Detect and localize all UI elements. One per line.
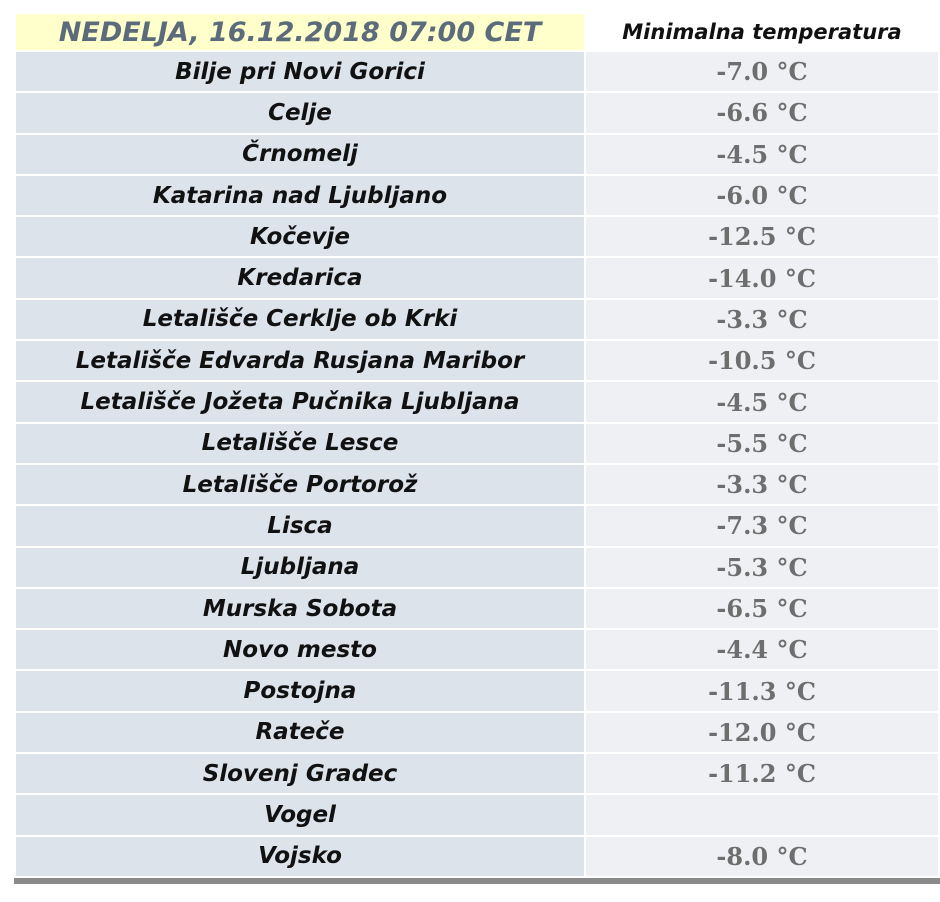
station-name: Letališče Lesce	[16, 423, 584, 463]
station-name: Rateče	[16, 712, 584, 753]
table-row: Postojna -11.3 °C	[16, 671, 938, 711]
min-temperature: -5.3 °C	[586, 547, 938, 587]
station-name: Letališče Jožeta Pučnika Ljubljana	[16, 382, 584, 422]
table-row: Letališče Edvarda Rusjana Maribor -10.5 °…	[16, 341, 938, 381]
station-name: Katarina nad Ljubljano	[16, 175, 584, 216]
min-temperature	[586, 795, 938, 835]
min-temperature: -4.5 °C	[586, 134, 938, 174]
table-body: NEDELJA, 16.12.2018 07:00 CET Minimalna …	[16, 14, 938, 876]
header-date: NEDELJA, 16.12.2018 07:00 CET	[16, 14, 584, 50]
table-container: NEDELJA, 16.12.2018 07:00 CET Minimalna …	[14, 12, 940, 884]
table-row: Katarina nad Ljubljano -6.0 °C	[16, 175, 938, 216]
temperature-table: NEDELJA, 16.12.2018 07:00 CET Minimalna …	[14, 12, 940, 878]
min-temperature: -12.0 °C	[586, 712, 938, 753]
station-name: Letališče Portorož	[16, 464, 584, 505]
table-row: Bilje pri Novi Gorici -7.0 °C	[16, 52, 938, 92]
table-row: Celje -6.6 °C	[16, 93, 938, 133]
table-row: Slovenj Gradec -11.2 °C	[16, 754, 938, 794]
station-name: Celje	[16, 93, 584, 133]
header-column: Minimalna temperatura	[586, 14, 938, 50]
station-name: Bilje pri Novi Gorici	[16, 52, 584, 92]
station-name: Črnomelj	[16, 134, 584, 174]
station-name: Lisca	[16, 506, 584, 546]
station-name: Murska Sobota	[16, 588, 584, 629]
table-row: Murska Sobota -6.5 °C	[16, 588, 938, 629]
min-temperature: -3.3 °C	[586, 299, 938, 340]
min-temperature: -10.5 °C	[586, 341, 938, 381]
min-temperature: -6.5 °C	[586, 588, 938, 629]
min-temperature: -11.2 °C	[586, 754, 938, 794]
station-name: Letališče Cerklje ob Krki	[16, 299, 584, 340]
min-temperature: -5.5 °C	[586, 423, 938, 463]
table-row: Rateče -12.0 °C	[16, 712, 938, 753]
min-temperature: -6.0 °C	[586, 175, 938, 216]
min-temperature: -8.0 °C	[586, 836, 938, 876]
table-row: Letališče Lesce -5.5 °C	[16, 423, 938, 463]
station-name: Slovenj Gradec	[16, 754, 584, 794]
station-name: Kočevje	[16, 217, 584, 257]
station-name: Novo mesto	[16, 630, 584, 670]
min-temperature: -3.3 °C	[586, 464, 938, 505]
station-name: Ljubljana	[16, 547, 584, 587]
header-row: NEDELJA, 16.12.2018 07:00 CET Minimalna …	[16, 14, 938, 50]
table-row: Črnomelj -4.5 °C	[16, 134, 938, 174]
table-row: Lisca -7.3 °C	[16, 506, 938, 546]
station-name: Vogel	[16, 795, 584, 835]
table-row: Ljubljana -5.3 °C	[16, 547, 938, 587]
min-temperature: -4.4 °C	[586, 630, 938, 670]
table-row: Vogel	[16, 795, 938, 835]
station-name: Letališče Edvarda Rusjana Maribor	[16, 341, 584, 381]
table-row: Letališče Jožeta Pučnika Ljubljana -4.5 °…	[16, 382, 938, 422]
min-temperature: -11.3 °C	[586, 671, 938, 711]
table-row: Novo mesto -4.4 °C	[16, 630, 938, 670]
table-row: Letališče Cerklje ob Krki -3.3 °C	[16, 299, 938, 340]
min-temperature: -12.5 °C	[586, 217, 938, 257]
station-name: Kredarica	[16, 258, 584, 298]
min-temperature: -7.3 °C	[586, 506, 938, 546]
table-row: Letališče Portorož -3.3 °C	[16, 464, 938, 505]
min-temperature: -6.6 °C	[586, 93, 938, 133]
table-row: Kočevje -12.5 °C	[16, 217, 938, 257]
min-temperature: -14.0 °C	[586, 258, 938, 298]
min-temperature: -7.0 °C	[586, 52, 938, 92]
table-row: Kredarica -14.0 °C	[16, 258, 938, 298]
table-row: Vojsko -8.0 °C	[16, 836, 938, 876]
station-name: Postojna	[16, 671, 584, 711]
min-temperature: -4.5 °C	[586, 382, 938, 422]
station-name: Vojsko	[16, 836, 584, 876]
